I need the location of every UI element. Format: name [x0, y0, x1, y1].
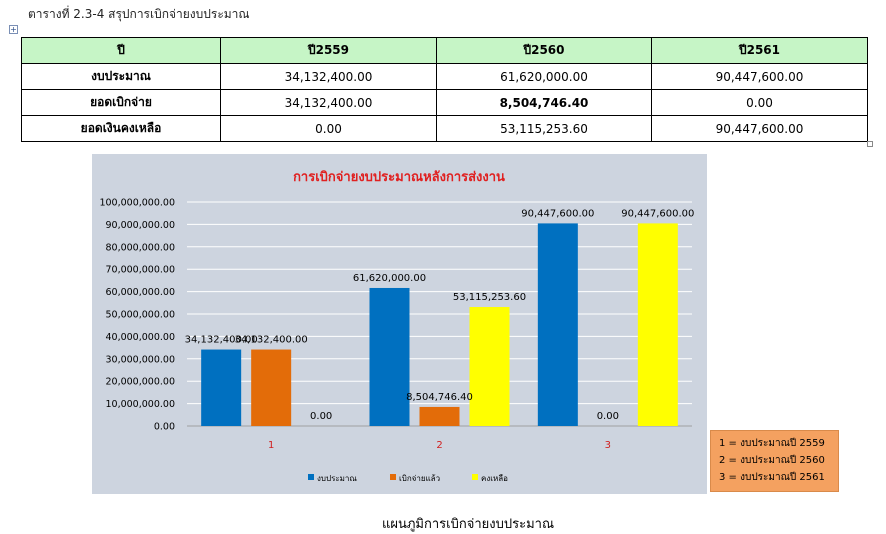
bar	[251, 349, 292, 426]
legend-swatch	[390, 474, 396, 480]
header-2561: ปี2561	[651, 37, 868, 64]
legend-label: เบิกจ่ายแล้ว	[399, 474, 440, 483]
budget-chart: การเบิกจ่ายงบประมาณหลังการส่งงาน 0.00 10,…	[92, 154, 707, 494]
y-tick-label: 80,000,000.00	[105, 242, 175, 253]
x-tick-label: 1	[268, 440, 274, 451]
cell: 8,504,746.40	[436, 89, 652, 116]
data-label: 0.00	[310, 411, 332, 422]
budget-summary-table: ปี ปี2559 ปี2560 ปี2561 งบประมาณ 34,132,…	[21, 37, 868, 142]
y-tick-label: 60,000,000.00	[105, 287, 175, 298]
y-tick-label: 50,000,000.00	[105, 310, 175, 321]
cell: 53,115,253.60	[436, 115, 652, 142]
data-label: 34,132,400.00	[235, 335, 308, 346]
data-label: 61,620,000.00	[353, 273, 426, 284]
year-legend-item: 2 = งบประมาณปี 2560	[719, 455, 825, 466]
data-label: 53,115,253.60	[453, 292, 526, 303]
chart-svg: การเบิกจ่ายงบประมาณหลังการส่งงาน 0.00 10,…	[99, 170, 694, 483]
data-label: 90,447,600.00	[521, 208, 594, 219]
y-tick-label: 30,000,000.00	[105, 354, 175, 365]
data-label: 8,504,746.40	[406, 392, 473, 403]
cell: 34,132,400.00	[220, 89, 437, 116]
table-row: งบประมาณ 34,132,400.00 61,620,000.00 90,…	[21, 63, 868, 90]
figure-caption: แผนภูมิการเบิกจ่ายงบประมาณ	[381, 517, 555, 532]
table-row: ยอดเบิกจ่าย 34,132,400.00 8,504,746.40 0…	[21, 89, 868, 116]
y-tick-label: 10,000,000.00	[105, 399, 175, 410]
legend-label: งบประมาณ	[317, 474, 357, 483]
data-label: 0.00	[597, 411, 619, 422]
y-tick-label: 20,000,000.00	[105, 377, 175, 388]
cell: 61,620,000.00	[436, 63, 652, 90]
data-label: 90,447,600.00	[621, 208, 694, 219]
legend-swatch	[472, 474, 478, 480]
header-year: ปี	[21, 37, 221, 64]
cell: 90,447,600.00	[651, 63, 868, 90]
legend-label: คงเหลือ	[481, 474, 508, 483]
cell: 34,132,400.00	[220, 63, 437, 90]
bar	[369, 287, 410, 426]
cell: 0.00	[220, 115, 437, 142]
y-tick-label: 0.00	[154, 422, 175, 433]
y-tick-label: 70,000,000.00	[105, 265, 175, 276]
row-label: ยอดเบิกจ่าย	[21, 89, 221, 116]
bar	[201, 349, 242, 426]
table-resize-handle[interactable]	[867, 141, 873, 147]
bar	[419, 406, 460, 426]
y-tick-label: 100,000,000.00	[99, 198, 175, 209]
cell: 90,447,600.00	[651, 115, 868, 142]
x-tick-label: 3	[605, 440, 611, 451]
row-label: ยอดเงินคงเหลือ	[21, 115, 221, 142]
header-2560: ปี2560	[436, 37, 652, 64]
bar	[637, 223, 678, 426]
chart-title: การเบิกจ่ายงบประมาณหลังการส่งงาน	[293, 170, 505, 185]
bar	[537, 223, 578, 426]
y-tick-label: 90,000,000.00	[105, 220, 175, 231]
row-label: งบประมาณ	[21, 63, 221, 90]
table-move-handle-icon[interactable]: +	[9, 25, 18, 34]
year-legend-item: 1 = งบประมาณปี 2559	[719, 438, 825, 449]
year-legend-item: 3 = งบประมาณปี 2561	[719, 472, 825, 483]
data-label: 34,132,400.00	[185, 335, 258, 346]
table-header-row: ปี ปี2559 ปี2560 ปี2561	[21, 37, 868, 64]
year-legend-box: 1 = งบประมาณปี 2559 2 = งบประมาณปี 2560 …	[710, 430, 839, 492]
table-caption: ตารางที่ 2.3-4 สรุปการเบิกจ่ายงบประมาณ	[28, 7, 250, 21]
table-row: ยอดเงินคงเหลือ 0.00 53,115,253.60 90,447…	[21, 115, 868, 142]
header-2559: ปี2559	[220, 37, 437, 64]
legend-swatch	[308, 474, 314, 480]
bar	[469, 307, 510, 426]
y-tick-label: 40,000,000.00	[105, 332, 175, 343]
x-tick-label: 2	[436, 440, 442, 451]
cell: 0.00	[651, 89, 868, 116]
